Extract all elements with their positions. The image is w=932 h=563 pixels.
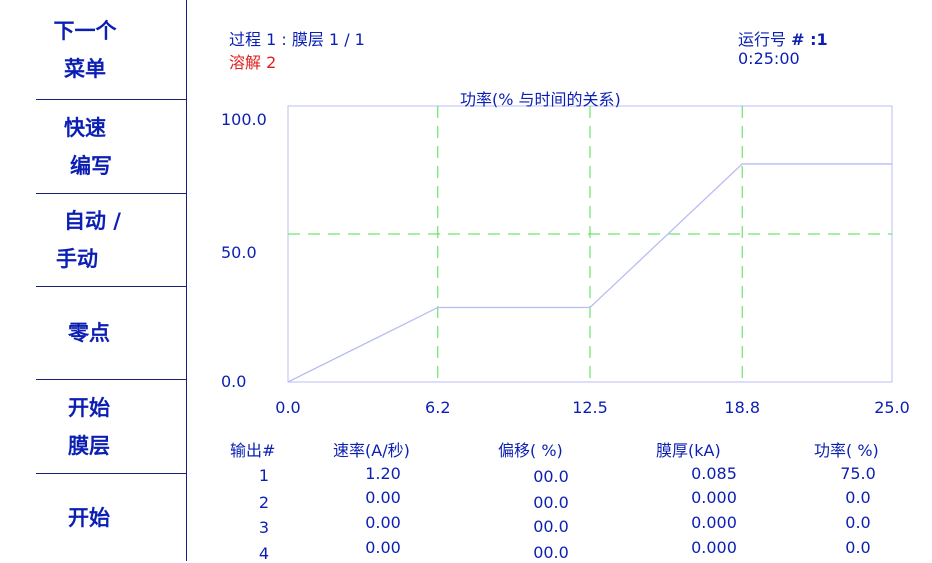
table-header: 偏移( %) bbox=[498, 441, 563, 460]
dissolve-info: 溶解 2 bbox=[229, 49, 276, 73]
x-tick-label: 12.5 bbox=[572, 398, 608, 417]
next-menu-label-2: 菜单 bbox=[64, 56, 106, 81]
grid-lines bbox=[288, 106, 892, 382]
x-tick-label: 6.2 bbox=[425, 398, 451, 417]
x-tick-label: 25.0 bbox=[874, 398, 910, 417]
y-tick-label: 0.0 bbox=[221, 372, 247, 391]
table-cell: 0.085 bbox=[691, 464, 737, 483]
table-cell: 4 bbox=[258, 544, 270, 563]
start-label: 开始 bbox=[68, 506, 110, 530]
table-cell: 0.000 bbox=[691, 513, 737, 532]
next-menu-button[interactable]: 下一个 菜单 bbox=[20, 0, 150, 99]
zero-label: 零点 bbox=[68, 321, 110, 345]
table-cell: 75.0 bbox=[840, 464, 876, 483]
table-cell: 0.00 bbox=[365, 488, 401, 507]
side-menu: 下一个 菜单 快速 编写 自动 / 手动 零点 开始 膜层 开始 bbox=[0, 0, 187, 561]
start-layer-label-1: 开始 bbox=[68, 395, 110, 420]
run-value: # :1 bbox=[791, 30, 828, 49]
table-cell: 0.0 bbox=[845, 488, 871, 507]
auto-manual-button[interactable]: 自动 / 手动 bbox=[36, 193, 186, 286]
run-label: 运行号 bbox=[738, 30, 787, 49]
y-tick-label: 100.0 bbox=[221, 110, 267, 129]
table-cell: 00.0 bbox=[533, 493, 569, 512]
table-cell: 00.0 bbox=[533, 543, 569, 562]
table-cell: 0.000 bbox=[691, 538, 737, 557]
start-button[interactable]: 开始 bbox=[36, 473, 186, 562]
start-layer-button[interactable]: 开始 膜层 bbox=[36, 379, 186, 473]
table-cell: 3 bbox=[258, 518, 270, 537]
table-cell: 0.000 bbox=[691, 488, 737, 507]
x-tick-label: 18.8 bbox=[724, 398, 761, 417]
table-header: 功率( %) bbox=[814, 441, 879, 460]
table-header: 膜厚(kA) bbox=[656, 441, 721, 460]
quick-edit-label-1: 快速 bbox=[64, 115, 106, 140]
table-header: 输出# bbox=[230, 441, 276, 460]
process-value: 1 : 膜层 1 / 1 bbox=[266, 30, 365, 49]
process-info: 过程 1 : 膜层 1 / 1 bbox=[229, 26, 365, 50]
y-tick-label: 50.0 bbox=[221, 243, 257, 262]
table-cell: 00.0 bbox=[533, 517, 569, 536]
quick-edit-label-2: 编写 bbox=[70, 153, 112, 178]
next-menu-label-1: 下一个 bbox=[53, 18, 117, 43]
table-cell: 0.0 bbox=[845, 513, 871, 532]
auto-manual-label-1: 自动 / bbox=[64, 209, 121, 233]
elapsed-time: 0:25:00 bbox=[738, 49, 800, 68]
auto-manual-label-2: 手动 bbox=[56, 247, 98, 271]
table-cell: 0.0 bbox=[845, 538, 871, 557]
table-cell: 0.00 bbox=[365, 513, 401, 532]
table-cell: 1.20 bbox=[365, 464, 401, 483]
power-series-line bbox=[287, 163, 892, 383]
start-layer-label-2: 膜层 bbox=[68, 433, 110, 458]
zero-button[interactable]: 零点 bbox=[36, 286, 186, 379]
table-cell: 2 bbox=[258, 493, 270, 512]
chart-title: 功率(% 与时间的关系) bbox=[460, 90, 621, 109]
quick-edit-button[interactable]: 快速 编写 bbox=[36, 99, 186, 193]
table-header: 速率(A/秒) bbox=[333, 441, 410, 460]
table-cell: 1 bbox=[258, 466, 270, 485]
process-label: 过程 bbox=[229, 30, 262, 49]
table-cell: 0.00 bbox=[365, 538, 401, 557]
table-cell: 00.0 bbox=[533, 467, 569, 486]
run-info: 运行号 # :1 bbox=[738, 26, 828, 50]
x-tick-label: 0.0 bbox=[275, 398, 301, 417]
dissolve-value: 2 bbox=[266, 53, 277, 72]
dissolve-label: 溶解 bbox=[229, 53, 262, 72]
